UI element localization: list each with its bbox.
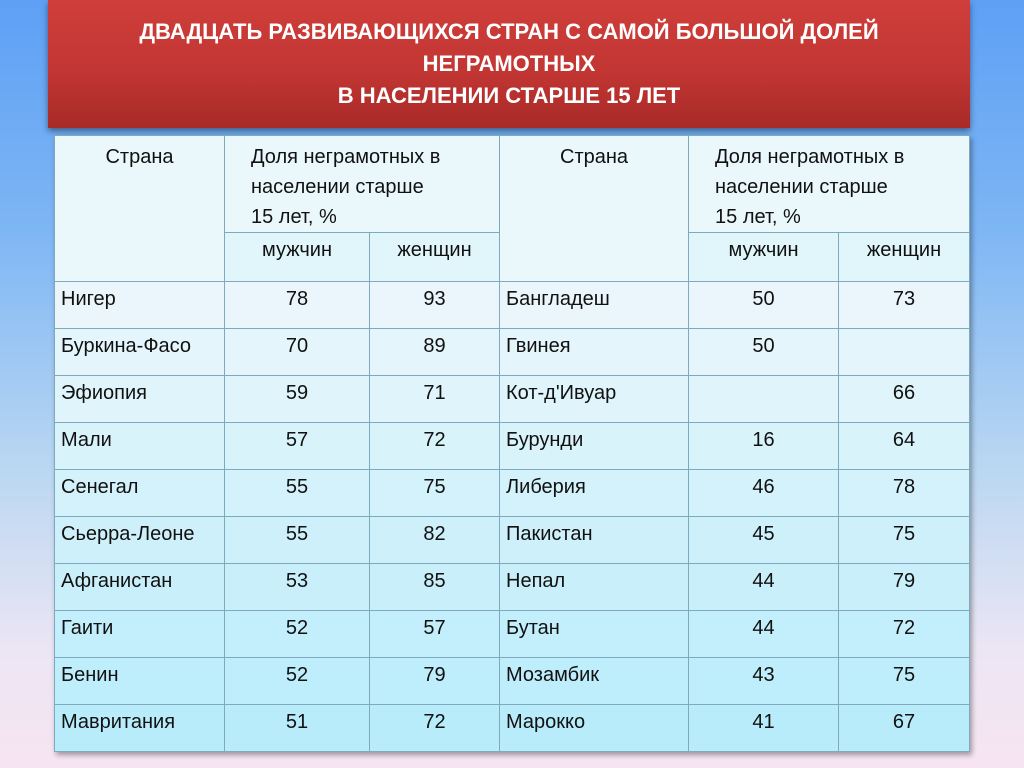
women-left-cell: 93 xyxy=(368,281,501,329)
header-men-right: мужчин xyxy=(688,232,840,282)
men-left-cell: 55 xyxy=(224,516,370,564)
country-right-cell: Либерия xyxy=(499,469,690,517)
women-right-cell: 66 xyxy=(838,375,971,423)
women-right-cell: 72 xyxy=(838,610,971,658)
header-share-right: Доля неграмотных в населении старше 15 л… xyxy=(688,135,971,233)
table-row: Эфиопия 59 71 Кот-д'Ивуар 66 xyxy=(54,375,971,423)
women-left-cell: 72 xyxy=(368,704,501,752)
women-left-cell: 71 xyxy=(368,375,501,423)
men-left-cell: 52 xyxy=(224,610,370,658)
country-right-cell: Бангладеш xyxy=(499,281,690,329)
country-right-cell: Гвинея xyxy=(499,328,690,376)
table-row: Мавритания 51 72 Марокко 41 67 xyxy=(54,704,971,752)
country-left-cell: Нигер xyxy=(54,281,225,329)
table-row: Мали 57 72 Бурунди 16 64 xyxy=(54,422,971,470)
title-line-3: В НАСЕЛЕНИИ СТАРШЕ 15 ЛЕТ xyxy=(337,83,681,108)
men-right-cell: 16 xyxy=(688,422,840,470)
men-right-cell: 46 xyxy=(688,469,840,517)
men-left-cell: 51 xyxy=(224,704,370,752)
title-line-1: ДВАДЦАТЬ РАЗВИВАЮЩИХСЯ СТРАН С САМОЙ БОЛ… xyxy=(139,19,879,44)
women-right-cell: 75 xyxy=(838,516,971,564)
men-left-cell: 55 xyxy=(224,469,370,517)
men-left-cell: 70 xyxy=(224,328,370,376)
men-right-cell: 44 xyxy=(688,610,840,658)
title-line-2: НЕГРАМОТНЫХ xyxy=(422,51,596,76)
women-right-cell: 73 xyxy=(838,281,971,329)
men-left-cell: 78 xyxy=(224,281,370,329)
women-left-cell: 85 xyxy=(368,563,501,611)
country-left-cell: Сьерра-Леоне xyxy=(54,516,225,564)
country-right-cell: Бурунди xyxy=(499,422,690,470)
table-row: Сенегал 55 75 Либерия 46 78 xyxy=(54,469,971,517)
men-right-cell: 43 xyxy=(688,657,840,705)
table-body: Нигер 78 93 Бангладеш 50 73 Буркина-Фасо 70 89 Гв… xyxy=(54,281,971,752)
country-left-cell: Мали xyxy=(54,422,225,470)
table-row: Сьерра-Леоне 55 82 Пакистан 45 75 xyxy=(54,516,971,564)
women-left-cell: 57 xyxy=(368,610,501,658)
men-right-cell: 41 xyxy=(688,704,840,752)
header-share-left-line2: населении старше xyxy=(251,176,424,198)
header-country-left: Страна xyxy=(54,135,225,282)
illiteracy-table: Страна Доля неграмотных в населении стар… xyxy=(54,135,971,752)
men-right-cell: 45 xyxy=(688,516,840,564)
header-country-right: Страна xyxy=(499,135,690,282)
country-left-cell: Афганистан xyxy=(54,563,225,611)
men-left-cell: 53 xyxy=(224,563,370,611)
table-row: Бенин 52 79 Мозамбик 43 75 xyxy=(54,657,971,705)
header-men-left: мужчин xyxy=(224,232,370,282)
header-share-right-line2: населении старше xyxy=(715,176,888,198)
header-women-left: женщин xyxy=(368,232,501,282)
header-share-left-line3: 15 лет, % xyxy=(251,206,337,228)
women-left-cell: 82 xyxy=(368,516,501,564)
header-share-right-line1: Доля неграмотных в xyxy=(715,146,905,168)
country-right-cell: Кот-д'Ивуар xyxy=(499,375,690,423)
women-left-cell: 79 xyxy=(368,657,501,705)
country-left-cell: Гаити xyxy=(54,610,225,658)
women-right-cell: 64 xyxy=(838,422,971,470)
women-right-cell xyxy=(838,328,971,376)
table-header-row: Страна Доля неграмотных в населении стар… xyxy=(54,135,971,282)
table-row: Буркина-Фасо 70 89 Гвинея 50 xyxy=(54,328,971,376)
women-right-cell: 67 xyxy=(838,704,971,752)
men-left-cell: 52 xyxy=(224,657,370,705)
country-right-cell: Непал xyxy=(499,563,690,611)
header-share-right-line3: 15 лет, % xyxy=(715,206,801,228)
women-left-cell: 89 xyxy=(368,328,501,376)
men-left-cell: 59 xyxy=(224,375,370,423)
table-row: Нигер 78 93 Бангладеш 50 73 xyxy=(54,281,971,329)
country-right-cell: Бутан xyxy=(499,610,690,658)
men-left-cell: 57 xyxy=(224,422,370,470)
women-right-cell: 79 xyxy=(838,563,971,611)
men-right-cell: 50 xyxy=(688,281,840,329)
table-row: Гаити 52 57 Бутан 44 72 xyxy=(54,610,971,658)
men-right-cell: 50 xyxy=(688,328,840,376)
country-left-cell: Буркина-Фасо xyxy=(54,328,225,376)
women-right-cell: 78 xyxy=(838,469,971,517)
men-right-cell xyxy=(688,375,840,423)
country-right-cell: Пакистан xyxy=(499,516,690,564)
header-women-right: женщин xyxy=(838,232,971,282)
country-right-cell: Мозамбик xyxy=(499,657,690,705)
table-subheader-row: мужчин женщин мужчин женщин xyxy=(55,232,971,282)
country-left-cell: Сенегал xyxy=(54,469,225,517)
women-right-cell: 75 xyxy=(838,657,971,705)
country-left-cell: Мавритания xyxy=(54,704,225,752)
table-row: Афганистан 53 85 Непал 44 79 xyxy=(54,563,971,611)
country-left-cell: Бенин xyxy=(54,657,225,705)
men-right-cell: 44 xyxy=(688,563,840,611)
header-share-left: Доля неграмотных в населении старше 15 л… xyxy=(223,135,501,233)
header-share-left-line1: Доля неграмотных в xyxy=(251,146,441,168)
title-banner: ДВАДЦАТЬ РАЗВИВАЮЩИХСЯ СТРАН С САМОЙ БОЛ… xyxy=(48,0,970,128)
country-right-cell: Марокко xyxy=(499,704,690,752)
women-left-cell: 72 xyxy=(368,422,501,470)
country-left-cell: Эфиопия xyxy=(54,375,225,423)
women-left-cell: 75 xyxy=(368,469,501,517)
